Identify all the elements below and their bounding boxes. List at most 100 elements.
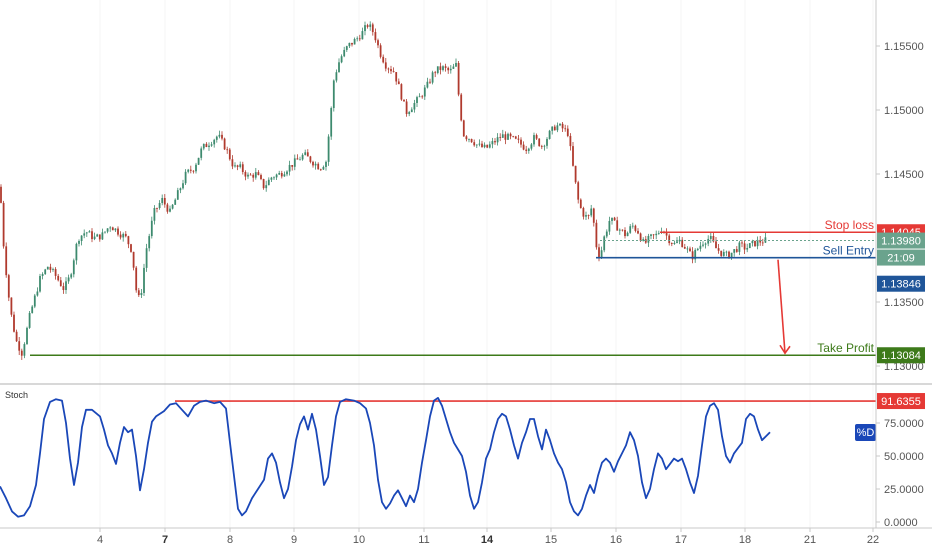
- candle-body-272: [707, 238, 710, 244]
- candle-body-281: [730, 252, 733, 259]
- candle-body-63: [163, 197, 166, 205]
- stop-loss-label: Stop loss: [825, 218, 874, 232]
- candle-body-201: [522, 144, 525, 150]
- candle-body-242: [629, 226, 632, 233]
- candle-body-39: [101, 232, 104, 240]
- candle-body-107: [278, 173, 281, 175]
- candle-body-264: [686, 248, 689, 250]
- candle-body-260: [676, 241, 678, 243]
- countdown-tag-bg: [877, 249, 925, 266]
- time-axis[interactable]: 4 7 8 9 10 11 14 15 16 17 18 21 22: [0, 527, 932, 546]
- candle-body-257: [668, 235, 671, 244]
- candle-body-145: [377, 40, 379, 46]
- candle-body-258: [670, 243, 673, 244]
- candle-body-24: [62, 286, 65, 291]
- candle-body-153: [397, 81, 400, 85]
- take-profit-label: Take Profit: [817, 341, 874, 355]
- candle-body-200: [520, 139, 522, 145]
- candle-body-103: [267, 179, 270, 186]
- candle-body-33: [85, 232, 88, 234]
- candle-body-220: [572, 146, 574, 166]
- candle-body-280: [728, 251, 730, 259]
- time-tick-label-12: 22: [867, 534, 879, 546]
- candle-body-232: [603, 236, 606, 251]
- candle-body-167: [434, 72, 437, 74]
- candle-body-119: [309, 156, 312, 162]
- candle-body-135: [351, 42, 353, 45]
- sell-entry-tag-label: 1.13846: [881, 279, 921, 291]
- stoch-tick-label-1: 50.0000: [884, 451, 924, 463]
- candle-body-175: [455, 62, 457, 67]
- price-tick-label-2: 1.14500: [884, 169, 924, 181]
- candle-body-83: [215, 136, 218, 140]
- candle-body-97: [252, 174, 255, 178]
- candle-body-140: [364, 25, 366, 32]
- candle-body-15: [39, 276, 41, 292]
- candle-body-204: [530, 144, 533, 149]
- candle-body-194: [504, 134, 507, 140]
- candle-body-66: [171, 204, 174, 209]
- candle-body-136: [353, 38, 356, 45]
- candle-body-269: [699, 245, 702, 249]
- stoch-d-badge[interactable]: %D: [855, 424, 876, 441]
- candle-body-64: [166, 204, 169, 212]
- candle-body-274: [712, 236, 715, 242]
- candle-body-0: [0, 186, 2, 203]
- candle-body-95: [247, 174, 249, 177]
- candle-body-165: [429, 81, 431, 83]
- candle-body-47: [122, 233, 125, 238]
- candle-body-139: [361, 31, 364, 40]
- candle-body-70: [182, 183, 184, 189]
- candle-body-81: [210, 144, 213, 146]
- candle-body-32: [83, 233, 86, 236]
- candle-body-86: [223, 138, 226, 150]
- candle-body-31: [80, 235, 83, 241]
- candle-body-235: [611, 217, 613, 221]
- candle-body-34: [88, 231, 91, 233]
- candle-body-284: [738, 242, 741, 252]
- current-price-tag-label: 1.13980: [881, 236, 921, 248]
- candle-body-178: [462, 120, 465, 137]
- candle-body-74: [192, 170, 195, 172]
- candle-body-278: [722, 252, 725, 256]
- candle-body-229: [595, 222, 598, 248]
- stoch-level-tag-bg: [877, 393, 925, 410]
- stoch-axis-ticks: 75.0000 50.0000 25.0000 0.0000: [876, 418, 924, 529]
- stoch-d-line: [0, 397, 771, 518]
- candle-body-221: [574, 165, 577, 183]
- candle-body-288: [748, 243, 751, 249]
- candle-body-283: [735, 249, 738, 252]
- candle-body-285: [741, 242, 743, 244]
- candle-body-55: [143, 267, 145, 293]
- candle-body-80: [208, 145, 210, 148]
- candle-body-244: [634, 225, 637, 231]
- candle-body-294: [764, 237, 767, 243]
- candle-body-238: [618, 229, 621, 231]
- stoch-panel: Stoch %D: [0, 390, 876, 518]
- stoch-d-badge-bg: [855, 424, 876, 441]
- candle-body-169: [439, 66, 442, 70]
- candle-body-53: [137, 290, 140, 296]
- candle-body-207: [538, 138, 541, 147]
- candle-body-202: [525, 149, 528, 151]
- candle-body-250: [650, 234, 652, 236]
- candle-body-163: [423, 87, 426, 97]
- candle-body-87: [226, 149, 229, 151]
- candle-body-61: [158, 203, 161, 209]
- candle-body-245: [637, 230, 639, 234]
- candle-body-173: [449, 68, 452, 71]
- candle-body-76: [197, 157, 200, 165]
- candle-body-57: [148, 236, 151, 249]
- candle-body-82: [213, 139, 216, 145]
- candle-body-123: [319, 169, 322, 171]
- price-tick-label-4: 1.13000: [884, 361, 924, 373]
- candle-body-60: [156, 207, 158, 209]
- take-profit-tag-label: 1.13084: [881, 350, 921, 362]
- candle-body-146: [379, 45, 382, 57]
- candle-body-293: [761, 242, 764, 244]
- price-axis[interactable]: 1.15500 1.15000 1.14500 1.13500 1.13000 75.0…: [875, 0, 925, 529]
- candle-body-111: [288, 165, 291, 172]
- candle-body-186: [483, 144, 486, 148]
- price-tick-label-0: 1.15500: [884, 41, 924, 53]
- candle-body-212: [551, 126, 554, 131]
